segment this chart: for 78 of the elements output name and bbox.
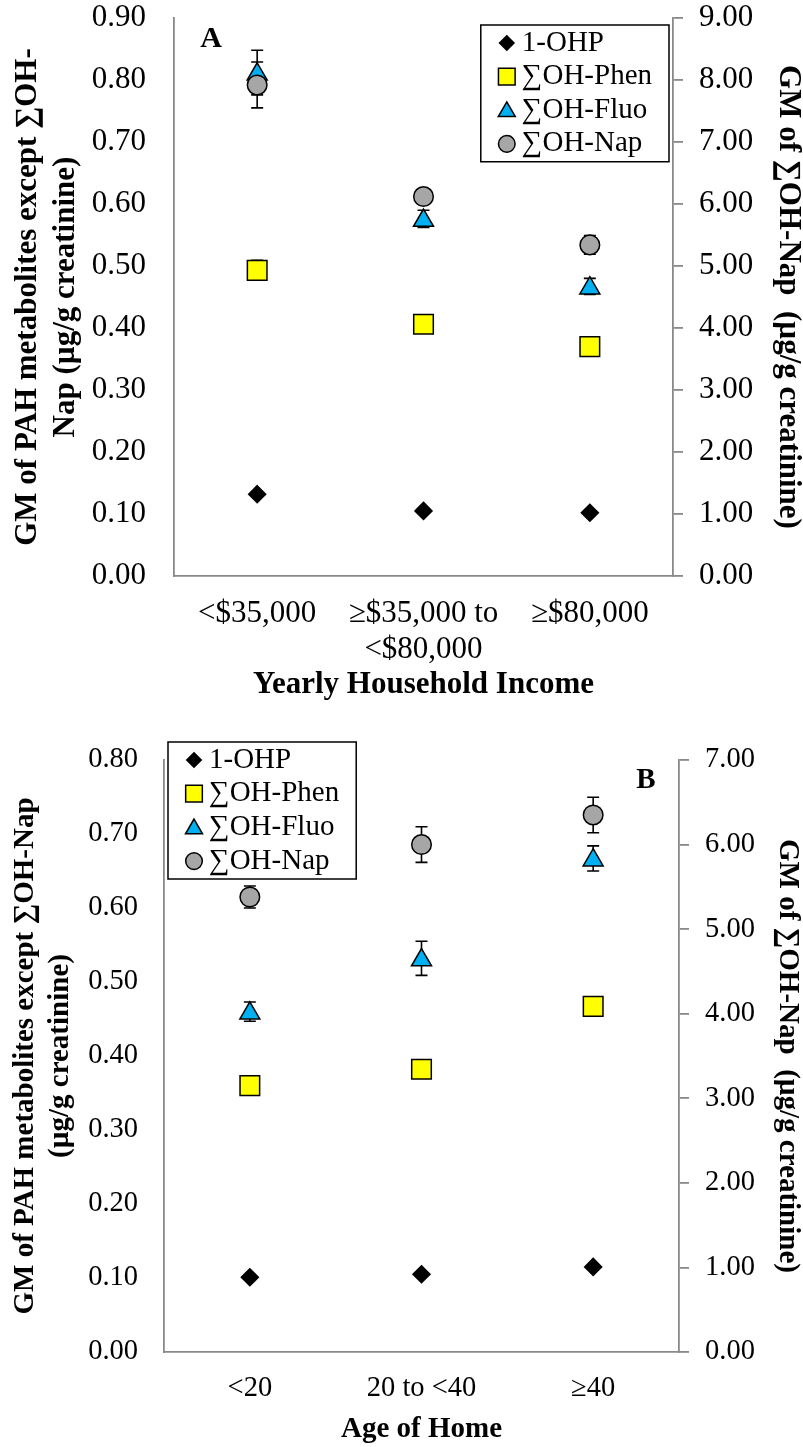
y-tick-label: 0.60 [91, 184, 146, 220]
y2-tick-label: 2.00 [705, 1165, 755, 1197]
y-tick-label: 0.40 [91, 308, 146, 344]
x-axis-title: Age of Home [340, 1411, 503, 1444]
point [246, 259, 268, 282]
point [582, 804, 604, 826]
x-tick-label: ≥$35,000 to <$80,000 [348, 594, 499, 666]
x-tick-label: <$35,000 [198, 594, 317, 630]
y-tick-label: 0.00 [91, 556, 146, 592]
y-tick-label: 0.50 [88, 964, 138, 996]
point [239, 1001, 261, 1020]
legend-label: 1-OHP [521, 24, 604, 57]
point [582, 847, 604, 867]
y-tick-label: 0.70 [91, 122, 146, 158]
x-tick-label: 20 to <40 [366, 1371, 477, 1403]
y2-tick-label: 6.00 [699, 184, 754, 220]
y2-tick-label: 7.00 [705, 742, 755, 774]
y2-tick-label: 3.00 [705, 1080, 755, 1112]
point [412, 186, 435, 208]
y-tick-label: 0.10 [88, 1260, 138, 1292]
point [412, 1265, 431, 1284]
y2-tick-label: 5.00 [705, 911, 755, 943]
legend-label: ∑OH-Fluo [209, 809, 335, 843]
y2-tick-label: 5.00 [699, 246, 754, 282]
point [579, 336, 601, 358]
y-axis-title: GM of PAH metabolites except ∑OH-Nap (µg/g creatinine) [6, 797, 75, 1315]
y2-axis-title: GM of ∑OH-Nap (µg/g creatinine) [773, 65, 803, 529]
legend-label: 1-OHP [209, 741, 292, 774]
y2-tick-label: 0.00 [699, 556, 754, 592]
point [412, 313, 435, 335]
point [410, 834, 433, 856]
y-tick-label: 0.80 [91, 60, 146, 96]
y2-axis-title: GM of ∑OH-Nap (µg/g creatinine) [773, 839, 803, 1273]
point [246, 74, 268, 96]
y2-tick-label: 7.00 [699, 122, 754, 158]
point [580, 503, 600, 523]
y2-tick-label: 4.00 [699, 308, 754, 344]
point [239, 1075, 261, 1097]
y2-tick-label: 9.00 [699, 0, 754, 34]
y2-tick-label: 1.00 [699, 494, 754, 530]
y-tick-label: 0.60 [88, 890, 138, 922]
point [583, 1257, 603, 1277]
y2-tick-label: 6.00 [705, 827, 755, 859]
point [240, 1268, 260, 1287]
point [582, 995, 604, 1017]
y-tick-label: 0.20 [91, 432, 146, 468]
legend-label: ∑OH-Phen [209, 775, 340, 809]
y2-tick-label: 2.00 [699, 432, 754, 468]
y2-tick-label: 4.00 [705, 996, 755, 1028]
y-tick-label: 0.40 [88, 1038, 138, 1070]
point [410, 1058, 433, 1080]
x-tick-label: <20 [227, 1371, 273, 1403]
y-tick-label: 0.70 [88, 816, 138, 848]
legend-label: ∑OH-Nap [521, 125, 643, 159]
point [414, 501, 433, 521]
legend-label: ∑OH-Nap [209, 842, 330, 876]
y-tick-label: 0.50 [91, 246, 146, 282]
y2-tick-label: 0.00 [705, 1334, 755, 1366]
y2-tick-label: 1.00 [705, 1249, 755, 1281]
x-tick-label: ≥40 [571, 1371, 616, 1403]
y-tick-label: 0.90 [91, 0, 146, 34]
point [410, 947, 433, 967]
annotation: B [636, 762, 656, 795]
y-tick-label: 0.00 [88, 1334, 138, 1366]
y-tick-label: 0.80 [88, 742, 138, 774]
y-tick-label: 0.30 [91, 370, 146, 406]
y2-tick-label: 8.00 [699, 60, 754, 96]
x-tick-label: ≥$80,000 [530, 594, 649, 630]
y-tick-label: 0.10 [91, 494, 146, 530]
y-axis-title: GM of PAH metabolites except ∑OH-Nap (µg/g creatinine) [7, 48, 81, 546]
legend-label: ∑OH-Phen [521, 58, 653, 92]
y2-tick-label: 3.00 [699, 370, 754, 406]
y-tick-label: 0.20 [88, 1186, 138, 1218]
y-tick-label: 0.30 [88, 1112, 138, 1144]
x-axis-title: Yearly Household Income [253, 665, 594, 701]
point [247, 484, 267, 504]
annotation: A [200, 19, 223, 53]
legend-label: ∑OH-Fluo [521, 91, 648, 125]
